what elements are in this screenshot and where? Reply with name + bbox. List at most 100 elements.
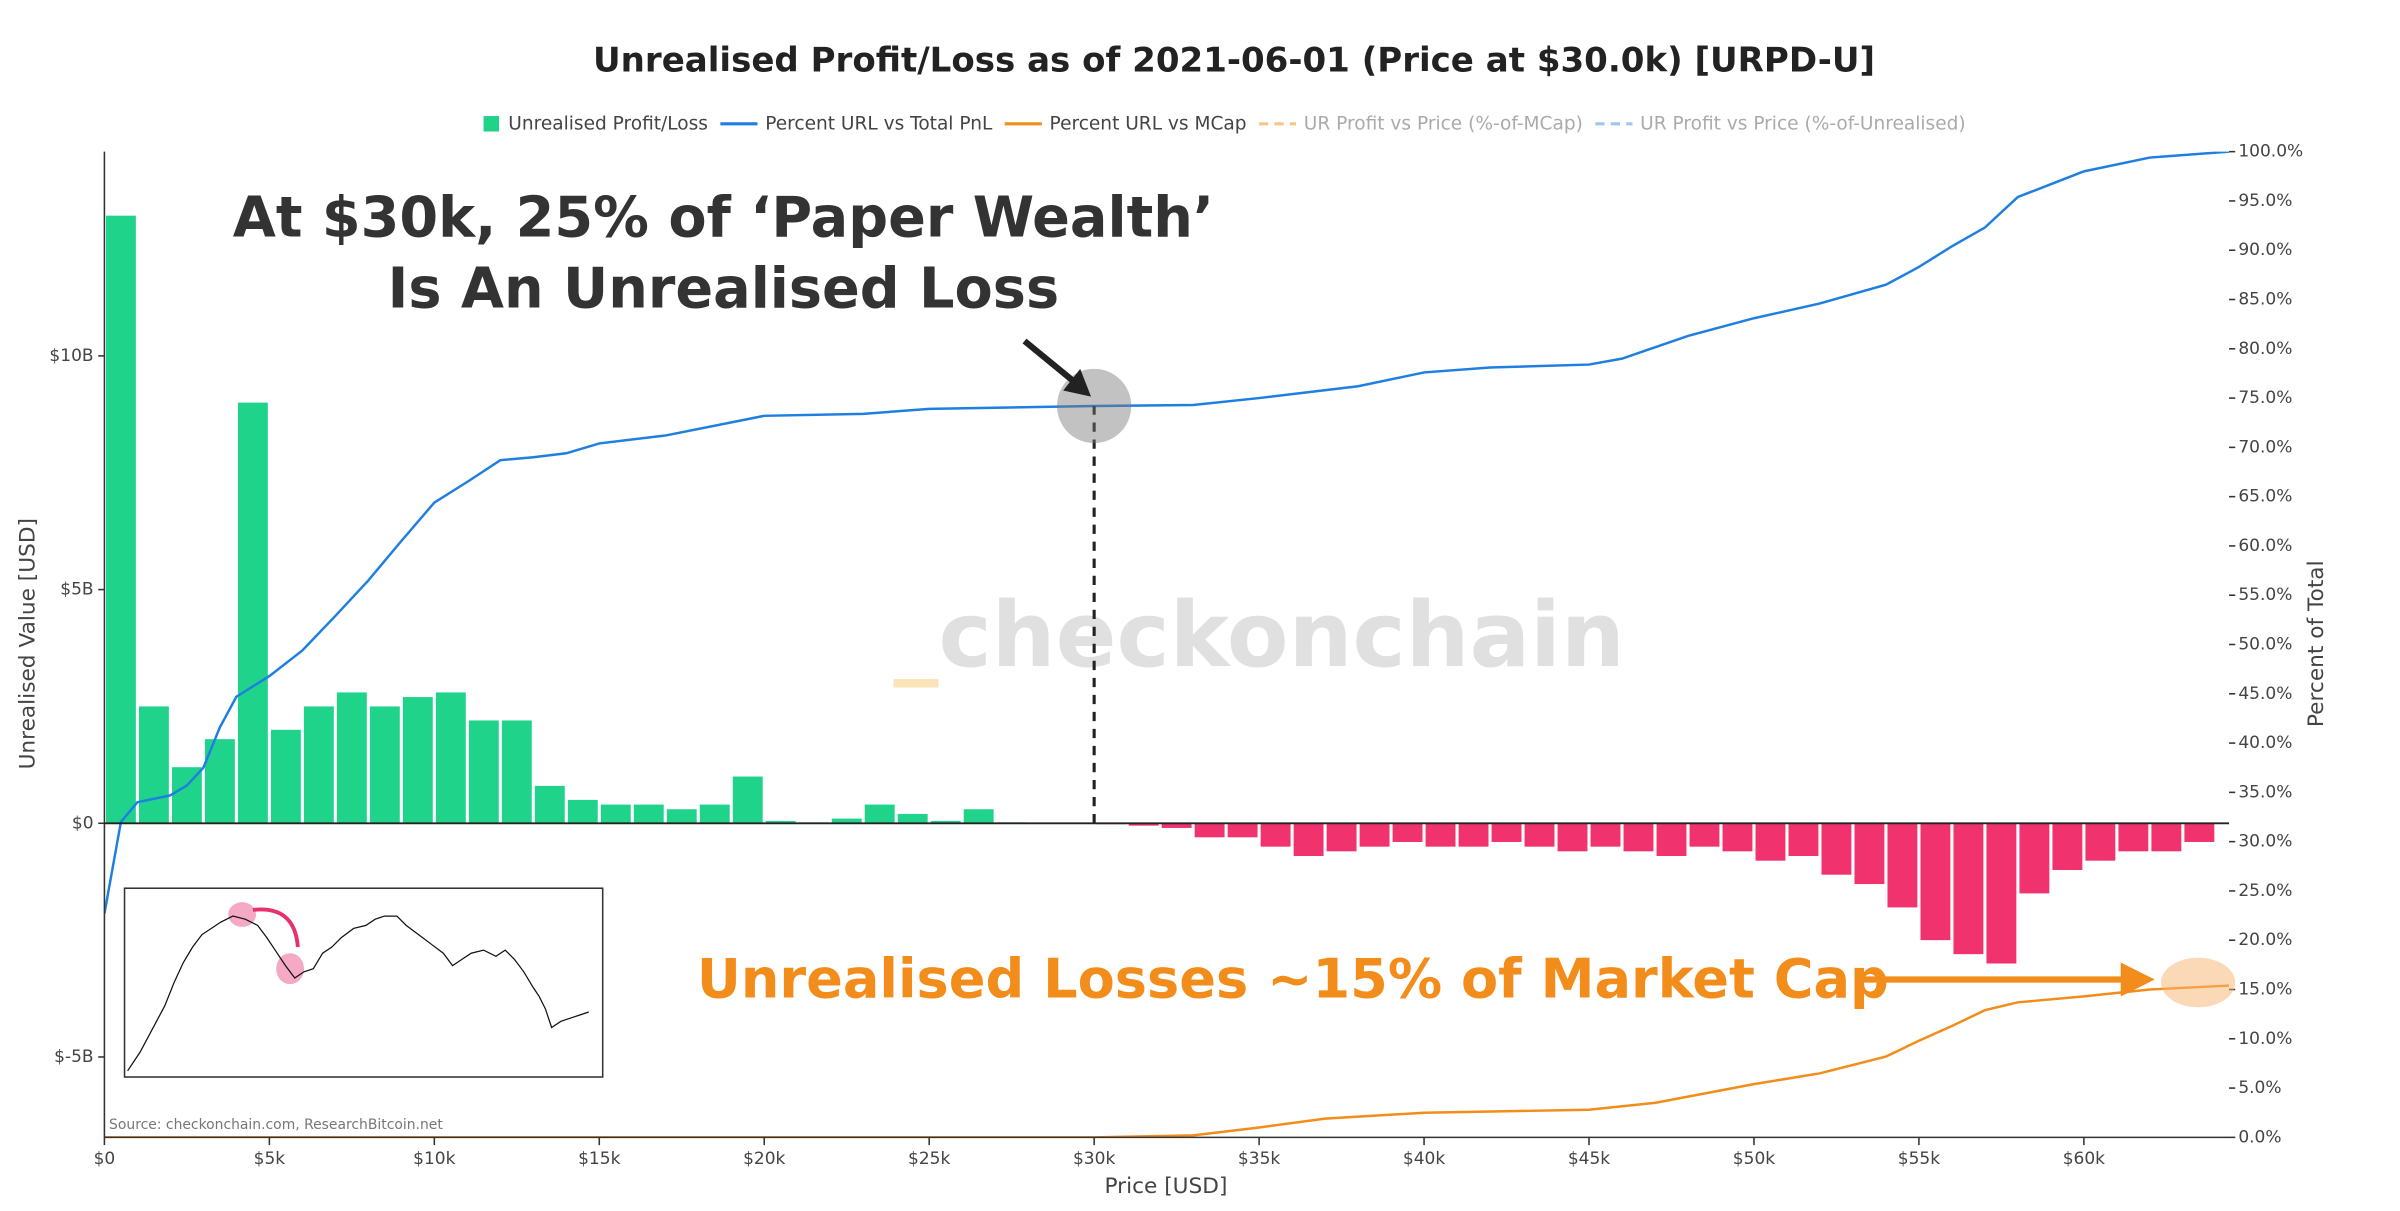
bar bbox=[633, 804, 664, 824]
y2-tick-label: 15.0% bbox=[2238, 980, 2292, 1000]
bar bbox=[1326, 823, 1357, 852]
chart-title: Unrealised Profit/Loss as of 2021-06-01 … bbox=[593, 40, 1875, 80]
bar bbox=[369, 706, 400, 824]
y-axis-label: Unrealised Value [USD] bbox=[16, 518, 41, 769]
bar bbox=[237, 402, 268, 824]
line bbox=[104, 151, 2230, 914]
x-tick-label: $55k bbox=[1898, 1149, 1940, 1169]
highlight bbox=[2160, 957, 2236, 1008]
bar bbox=[1194, 823, 1225, 838]
legend-label: UR Profit vs Price (%-of-Unrealised) bbox=[1640, 113, 1965, 134]
watermark: _checkonchain bbox=[894, 585, 1625, 689]
bar bbox=[2184, 823, 2215, 842]
bar bbox=[1557, 823, 1588, 852]
bar bbox=[864, 804, 895, 824]
y2-tick-label: 85.0% bbox=[2238, 290, 2292, 310]
legend-swatch bbox=[483, 116, 500, 132]
bar bbox=[303, 706, 334, 824]
bar bbox=[765, 820, 796, 824]
bar bbox=[930, 820, 961, 824]
y-tick-label: $0 bbox=[72, 813, 94, 833]
bar bbox=[1623, 823, 1654, 852]
bar bbox=[1293, 823, 1324, 856]
annotation: Unrealised Losses ~15% of Market Cap bbox=[697, 947, 1889, 1010]
y2-tick-label: 50.0% bbox=[2238, 635, 2292, 655]
x-tick-label: $50k bbox=[1733, 1149, 1775, 1169]
bar bbox=[1590, 823, 1621, 847]
y-tick-label: $-5B bbox=[54, 1047, 93, 1067]
y-tick-label: $5B bbox=[60, 580, 93, 600]
x-tick-label: $60k bbox=[2063, 1149, 2105, 1169]
y2-tick-label: 55.0% bbox=[2238, 585, 2292, 605]
bar bbox=[831, 818, 862, 824]
y2-tick-label: 10.0% bbox=[2238, 1029, 2292, 1049]
legend-label: UR Profit vs Price (%-of-MCap) bbox=[1304, 113, 1583, 134]
legend-label: Unrealised Profit/Loss bbox=[508, 113, 708, 134]
bar bbox=[600, 804, 631, 824]
bar bbox=[699, 804, 730, 824]
x-axis-label: Price [USD] bbox=[1105, 1174, 1228, 1199]
y2-tick-label: 70.0% bbox=[2238, 437, 2292, 457]
bar bbox=[2085, 823, 2116, 861]
y2-tick-label: 65.0% bbox=[2238, 487, 2292, 507]
bar bbox=[435, 692, 466, 824]
y2-tick-label: 100.0% bbox=[2238, 142, 2303, 162]
bar bbox=[1161, 823, 1192, 828]
bar bbox=[1854, 823, 1885, 885]
bar bbox=[732, 776, 763, 824]
bar bbox=[1755, 823, 1786, 861]
bar bbox=[1788, 823, 1819, 856]
bar bbox=[1260, 823, 1291, 847]
y2-tick-label: 30.0% bbox=[2238, 832, 2292, 852]
bar bbox=[501, 720, 532, 824]
x-tick-label: $15k bbox=[578, 1149, 620, 1169]
bar bbox=[1524, 823, 1555, 847]
inset-chart bbox=[123, 887, 604, 1078]
bar bbox=[1722, 823, 1753, 852]
bar bbox=[1821, 823, 1852, 875]
y2-tick-label: 90.0% bbox=[2238, 240, 2292, 260]
x-tick-label: $45k bbox=[1568, 1149, 1610, 1169]
bar bbox=[1491, 823, 1522, 842]
bar bbox=[666, 809, 697, 824]
annotation: At $30k, 25% of ‘Paper Wealth’ bbox=[233, 185, 1214, 250]
y2-tick-label: 60.0% bbox=[2238, 536, 2292, 556]
y2-tick-label: 20.0% bbox=[2238, 930, 2292, 950]
y-tick-label: $10B bbox=[49, 346, 93, 366]
x-tick-label: $25k bbox=[908, 1149, 950, 1169]
legend-label: Percent URL vs Total PnL bbox=[765, 113, 993, 134]
bar bbox=[1887, 823, 1918, 908]
y2-tick-label: 0.0% bbox=[2238, 1127, 2281, 1147]
x-tick-label: $20k bbox=[743, 1149, 785, 1169]
x-tick-label: $5k bbox=[254, 1149, 286, 1169]
bar bbox=[1425, 823, 1456, 847]
x-tick-label: $35k bbox=[1238, 1149, 1280, 1169]
bar bbox=[1458, 823, 1489, 847]
x-tick-label: $0 bbox=[94, 1149, 116, 1169]
bar bbox=[336, 692, 367, 824]
x-tick-label: $10k bbox=[413, 1149, 455, 1169]
y2-tick-label: 25.0% bbox=[2238, 881, 2292, 901]
y2-tick-label: 40.0% bbox=[2238, 733, 2292, 753]
bar bbox=[1689, 823, 1720, 847]
bar bbox=[468, 720, 499, 824]
bar bbox=[1359, 823, 1390, 847]
bar bbox=[534, 785, 565, 824]
bar bbox=[2052, 823, 2083, 871]
x-tick-label: $30k bbox=[1073, 1149, 1115, 1169]
y2-tick-label: 45.0% bbox=[2238, 684, 2292, 704]
bar bbox=[1128, 823, 1159, 826]
bar bbox=[138, 706, 169, 824]
bar bbox=[1986, 823, 2017, 964]
y2-tick-label: 80.0% bbox=[2238, 339, 2292, 359]
y2-tick-label: 5.0% bbox=[2238, 1078, 2281, 1098]
bar bbox=[1227, 823, 1258, 838]
bar bbox=[1953, 823, 1984, 955]
bar bbox=[2151, 823, 2182, 852]
y2-tick-label: 35.0% bbox=[2238, 782, 2292, 802]
bar bbox=[2019, 823, 2050, 894]
line bbox=[104, 984, 2230, 1138]
y2-axis-label: Percent of Total bbox=[2304, 560, 2329, 727]
watermark-text: checkonchain bbox=[938, 585, 1624, 689]
